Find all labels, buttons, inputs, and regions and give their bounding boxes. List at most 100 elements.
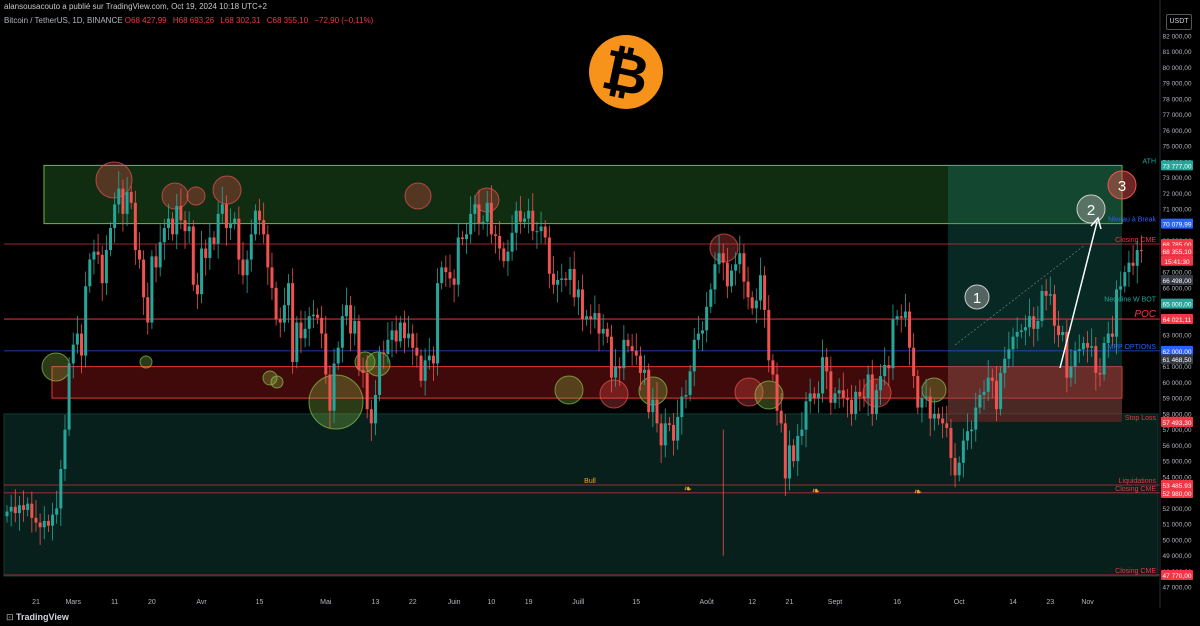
candle-body[interactable] — [75, 333, 79, 345]
candle-body[interactable] — [96, 251, 100, 255]
candle-body[interactable] — [42, 520, 46, 528]
candle-body[interactable] — [779, 410, 783, 424]
candle-body[interactable] — [1048, 294, 1052, 296]
candle-body[interactable] — [1081, 343, 1085, 350]
candle-body[interactable] — [667, 423, 671, 425]
candle-body[interactable] — [945, 423, 949, 429]
candle-body[interactable] — [622, 339, 626, 369]
candle-body[interactable] — [456, 237, 460, 285]
candle-body[interactable] — [498, 235, 502, 249]
candle-body[interactable] — [638, 355, 642, 373]
candle-body[interactable] — [990, 377, 994, 381]
candle-body[interactable] — [402, 322, 406, 339]
candle-body[interactable] — [912, 347, 916, 377]
candle-body[interactable] — [216, 213, 220, 244]
candle-body[interactable] — [978, 394, 982, 408]
candle-body[interactable] — [609, 336, 613, 378]
candle-body[interactable] — [837, 390, 841, 394]
candle-body[interactable] — [758, 275, 762, 301]
candle-body[interactable] — [663, 423, 667, 446]
candle-body[interactable] — [932, 413, 936, 419]
candle-body[interactable] — [282, 305, 286, 323]
candle-body[interactable] — [200, 248, 204, 295]
candle-body[interactable] — [278, 319, 282, 323]
candle-body[interactable] — [311, 314, 315, 317]
candle-body[interactable] — [253, 210, 257, 235]
candle-body[interactable] — [560, 278, 564, 280]
candle-body[interactable] — [1127, 262, 1131, 273]
candle-body[interactable] — [162, 228, 166, 243]
candle-body[interactable] — [1102, 343, 1106, 375]
candle-body[interactable] — [158, 242, 162, 268]
candle-body[interactable] — [804, 401, 808, 430]
candle-body[interactable] — [1123, 272, 1127, 287]
candle-body[interactable] — [373, 394, 377, 424]
candle-body[interactable] — [444, 267, 448, 273]
candle-body[interactable] — [800, 429, 804, 436]
candle-body[interactable] — [431, 355, 435, 364]
candle-body[interactable] — [672, 424, 676, 441]
candle-body[interactable] — [63, 429, 67, 469]
candle-body[interactable] — [527, 210, 531, 219]
candle-body[interactable] — [195, 284, 199, 295]
candle-body[interactable] — [974, 407, 978, 430]
candle-body[interactable] — [320, 317, 324, 334]
candle-body[interactable] — [862, 396, 866, 399]
candle-body[interactable] — [133, 202, 137, 251]
candle-body[interactable] — [460, 237, 464, 240]
candle-body[interactable] — [514, 210, 518, 233]
candle-body[interactable] — [1139, 250, 1143, 252]
candle-body[interactable] — [808, 393, 812, 402]
candle-body[interactable] — [1007, 349, 1011, 359]
candle-body[interactable] — [357, 320, 361, 370]
candle-body[interactable] — [258, 210, 262, 221]
candle-body[interactable] — [647, 369, 651, 413]
currency-button[interactable]: USDT — [1166, 14, 1192, 30]
candle-body[interactable] — [494, 234, 498, 236]
candle-body[interactable] — [1065, 331, 1069, 378]
candle-body[interactable] — [436, 283, 440, 364]
candle-body[interactable] — [717, 253, 721, 265]
symbol-legend[interactable]: Bitcoin / TetherUS, 1D, BINANCE O68 427,… — [4, 16, 377, 25]
candle-body[interactable] — [684, 394, 688, 397]
candle-body[interactable] — [701, 330, 705, 334]
candle-body[interactable] — [88, 259, 92, 287]
candle-body[interactable] — [59, 469, 63, 509]
candle-body[interactable] — [117, 188, 121, 205]
candle-body[interactable] — [440, 267, 444, 284]
candle-body[interactable] — [336, 347, 340, 364]
candle-body[interactable] — [543, 226, 547, 238]
candle-body[interactable] — [316, 314, 319, 318]
candle-body[interactable] — [605, 328, 609, 337]
candle-body[interactable] — [204, 248, 208, 258]
candle-body[interactable] — [899, 316, 903, 318]
candle-body[interactable] — [1131, 262, 1135, 266]
candle-body[interactable] — [821, 357, 825, 394]
candle-body[interactable] — [1019, 330, 1023, 332]
candle-body[interactable] — [1110, 333, 1114, 337]
candle-body[interactable] — [26, 503, 30, 510]
candle-body[interactable] — [51, 514, 55, 526]
tradingview-logo[interactable]: ⊡ TradingView — [6, 612, 69, 623]
candle-body[interactable] — [734, 264, 738, 271]
candle-body[interactable] — [829, 371, 833, 403]
candle-body[interactable] — [423, 360, 427, 381]
candle-body[interactable] — [833, 393, 837, 403]
candle-body[interactable] — [953, 457, 957, 476]
candle-body[interactable] — [1077, 349, 1081, 351]
candle-body[interactable] — [651, 399, 655, 413]
candle-body[interactable] — [970, 429, 974, 432]
candle-body[interactable] — [518, 210, 522, 222]
candle-body[interactable] — [1098, 372, 1102, 375]
candle-body[interactable] — [643, 369, 647, 373]
candle-body[interactable] — [961, 440, 965, 463]
candle-body[interactable] — [1090, 346, 1094, 348]
candle-body[interactable] — [220, 204, 224, 214]
candle-body[interactable] — [709, 289, 713, 307]
candle-body[interactable] — [340, 316, 344, 348]
candle-body[interactable] — [879, 376, 883, 391]
candle-body[interactable] — [1028, 316, 1032, 328]
candle-body[interactable] — [1040, 291, 1044, 321]
candle-body[interactable] — [71, 344, 75, 364]
candle-body[interactable] — [614, 366, 618, 378]
